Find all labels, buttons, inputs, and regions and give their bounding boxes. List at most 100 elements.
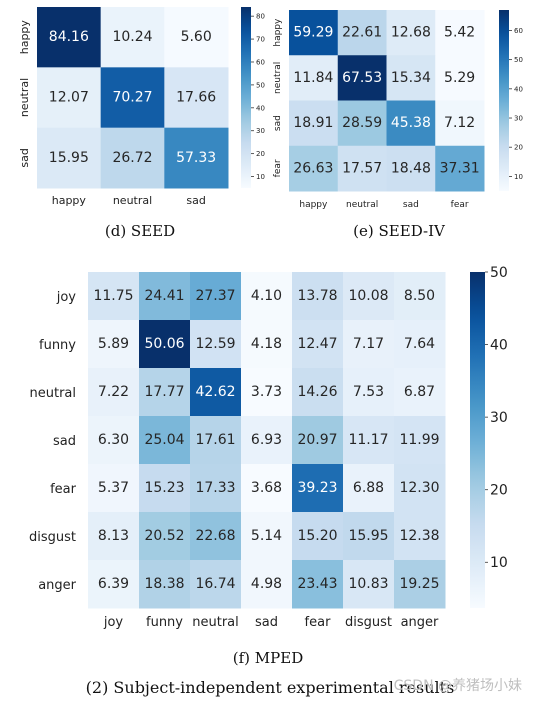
x-tick-anger: anger <box>401 615 439 630</box>
cell-fear-sad <box>386 145 436 192</box>
colorbar-tick-10: 10 <box>514 173 523 181</box>
cell-label-sad-anger: 11.99 <box>399 432 439 448</box>
y-tick-joy: joy <box>56 290 77 305</box>
x-tick-funny: funny <box>146 615 183 630</box>
cell-label-anger-disgust: 10.83 <box>348 576 388 592</box>
heatmap-seed-iv: 59.29 22.61 12.68 5.42 11.84 67.53 15.34 5.29 18… <box>273 10 485 210</box>
cell-label-fear-fear: 39.23 <box>297 480 337 496</box>
cell-happy-neutral <box>100 7 165 68</box>
cell-label-disgust-anger: 12.38 <box>399 528 439 544</box>
cell-label-funny-neutral: 12.59 <box>195 336 235 352</box>
cell-label-fear-funny: 15.23 <box>144 480 184 496</box>
cell-joy-disgust <box>343 272 395 321</box>
colorbar-tick-20: 20 <box>256 150 265 158</box>
colorbar-tick-10: 10 <box>256 173 265 181</box>
cell-neutral-anger <box>394 368 446 417</box>
colorbar-tick-40: 40 <box>514 85 523 93</box>
cell-label-happy-neutral: 10.24 <box>112 29 152 45</box>
y-tick-fear: fear <box>50 482 77 497</box>
cell-anger-neutral <box>190 560 242 609</box>
cell-fear-neutral <box>337 145 387 192</box>
cell-label-joy-neutral: 27.37 <box>195 288 235 304</box>
colorbar-tick-40: 40 <box>490 337 508 353</box>
colorbar-seed-iv: 60 50 40 30 20 10 <box>499 10 523 191</box>
cell-happy-fear <box>435 10 485 56</box>
cell-label-fear-anger: 12.30 <box>399 480 439 496</box>
cell-label-happy-happy: 84.16 <box>49 29 89 45</box>
cell-disgust-neutral <box>190 512 242 561</box>
cell-sad-sad <box>386 100 436 147</box>
cell-sad-funny <box>139 416 191 465</box>
cell-label-funny-anger: 7.64 <box>404 336 435 352</box>
cell-neutral-fear <box>435 55 485 101</box>
cell-label-fear-disgust: 6.88 <box>353 480 384 496</box>
cell-neutral-neutral <box>100 67 165 129</box>
y-tick-disgust: disgust <box>29 530 76 545</box>
cell-neutral-happy <box>289 55 339 101</box>
cell-label-happy-sad: 5.60 <box>181 29 212 45</box>
cell-anger-fear <box>292 560 344 609</box>
colorbar-tick-60: 60 <box>256 58 265 66</box>
cell-label-joy-sad: 4.10 <box>251 288 282 304</box>
cell-neutral-joy <box>88 368 140 417</box>
colorbar-gradient <box>470 272 485 608</box>
cell-joy-sad <box>241 272 293 321</box>
cell-fear-sad <box>241 464 293 513</box>
cell-sad-fear <box>435 100 485 147</box>
colorbar-tick-70: 70 <box>256 36 265 44</box>
x-tick-neutral: neutral <box>192 615 239 630</box>
cell-joy-neutral <box>190 272 242 321</box>
colorbar-tick-20: 20 <box>490 483 508 499</box>
cell-label-funny-disgust: 7.17 <box>353 336 384 352</box>
x-tick-fear: fear <box>451 200 469 210</box>
cell-label-anger-funny: 18.38 <box>144 576 184 592</box>
cell-funny-sad <box>241 320 293 369</box>
cell-label-disgust-funny: 20.52 <box>144 528 184 544</box>
cell-label-sad-sad: 45.38 <box>391 115 431 131</box>
cell-neutral-sad <box>241 368 293 417</box>
cell-neutral-neutral <box>190 368 242 417</box>
cell-fear-funny <box>139 464 191 513</box>
cell-label-fear-sad: 18.48 <box>391 160 431 176</box>
cell-label-sad-fear: 20.97 <box>297 432 337 448</box>
cell-label-neutral-sad: 17.66 <box>176 90 216 106</box>
cell-funny-anger <box>394 320 446 369</box>
y-tick-neutral: neutral <box>273 62 283 94</box>
cell-sad-fear <box>292 416 344 465</box>
cell-label-happy-neutral: 22.61 <box>342 25 382 41</box>
cell-fear-neutral <box>190 464 242 513</box>
cell-joy-joy <box>88 272 140 321</box>
y-tick-happy: happy <box>18 20 31 55</box>
cell-label-neutral-joy: 7.22 <box>98 384 129 400</box>
y-tick-neutral: neutral <box>30 386 77 401</box>
colorbar-mped: 50 40 30 20 10 <box>470 265 508 608</box>
colorbar-tick-80: 80 <box>256 13 265 21</box>
cell-joy-funny <box>139 272 191 321</box>
cell-happy-sad <box>386 10 436 56</box>
cell-funny-funny <box>139 320 191 369</box>
cell-anger-joy <box>88 560 140 609</box>
cell-fear-fear <box>435 145 485 192</box>
cell-label-sad-disgust: 11.17 <box>348 432 388 448</box>
cell-happy-neutral <box>337 10 387 56</box>
cell-label-sad-sad: 57.33 <box>176 150 216 166</box>
x-tick-disgust: disgust <box>345 615 392 630</box>
cell-label-sad-funny: 25.04 <box>144 432 184 448</box>
cell-sad-happy <box>37 127 102 189</box>
cell-label-disgust-joy: 8.13 <box>98 528 129 544</box>
cell-label-anger-joy: 6.39 <box>98 576 129 592</box>
y-tick-sad: sad <box>273 115 283 131</box>
y-tick-happy: happy <box>273 18 283 47</box>
colorbar-tick-10: 10 <box>490 555 508 571</box>
cell-label-fear-fear: 37.31 <box>440 160 480 176</box>
colorbar-tick-30: 30 <box>514 114 523 122</box>
x-tick-sad: sad <box>186 194 205 207</box>
cell-neutral-fear <box>292 368 344 417</box>
cell-disgust-anger <box>394 512 446 561</box>
colorbar-tick-50: 50 <box>256 81 265 89</box>
cell-label-funny-funny: 50.06 <box>144 336 184 352</box>
cell-label-neutral-disgust: 7.53 <box>353 384 384 400</box>
cell-label-neutral-fear: 5.29 <box>444 70 475 86</box>
cell-funny-neutral <box>190 320 242 369</box>
